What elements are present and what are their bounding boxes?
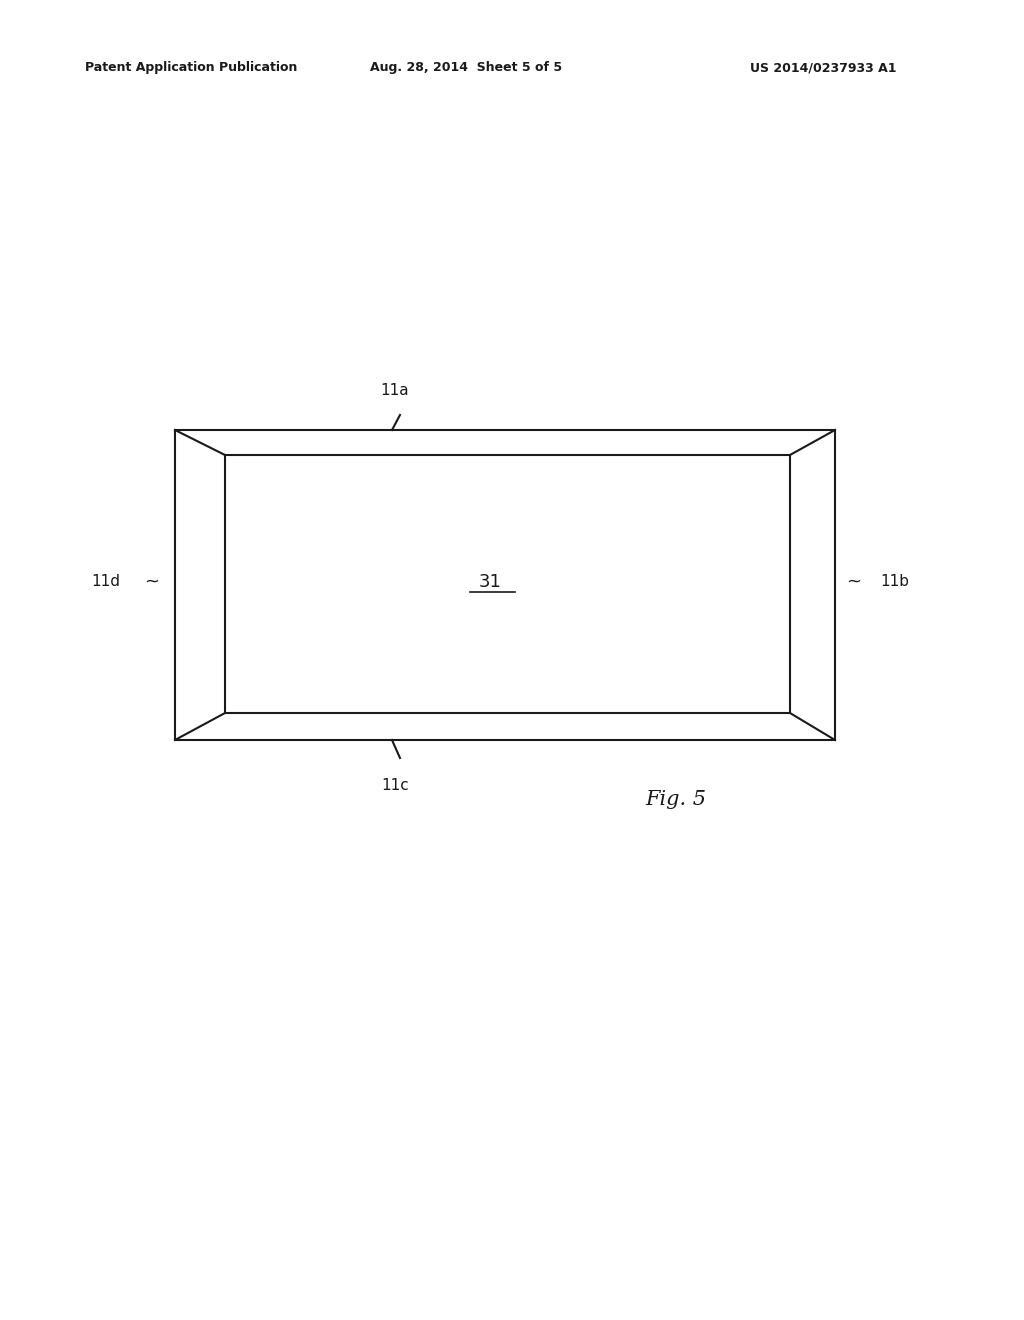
- Text: Fig. 5: Fig. 5: [645, 789, 706, 809]
- Text: ~: ~: [144, 573, 160, 591]
- Text: 11b: 11b: [880, 574, 909, 590]
- Text: ~: ~: [847, 573, 861, 591]
- Text: 11c: 11c: [381, 777, 409, 793]
- Bar: [225, 455, 790, 713]
- Text: US 2014/0237933 A1: US 2014/0237933 A1: [750, 62, 896, 74]
- Text: 11a: 11a: [381, 383, 410, 399]
- Bar: [175, 430, 835, 741]
- Text: 31: 31: [478, 573, 502, 591]
- Text: Aug. 28, 2014  Sheet 5 of 5: Aug. 28, 2014 Sheet 5 of 5: [370, 62, 562, 74]
- Text: Patent Application Publication: Patent Application Publication: [85, 62, 297, 74]
- Text: 11d: 11d: [91, 574, 120, 590]
